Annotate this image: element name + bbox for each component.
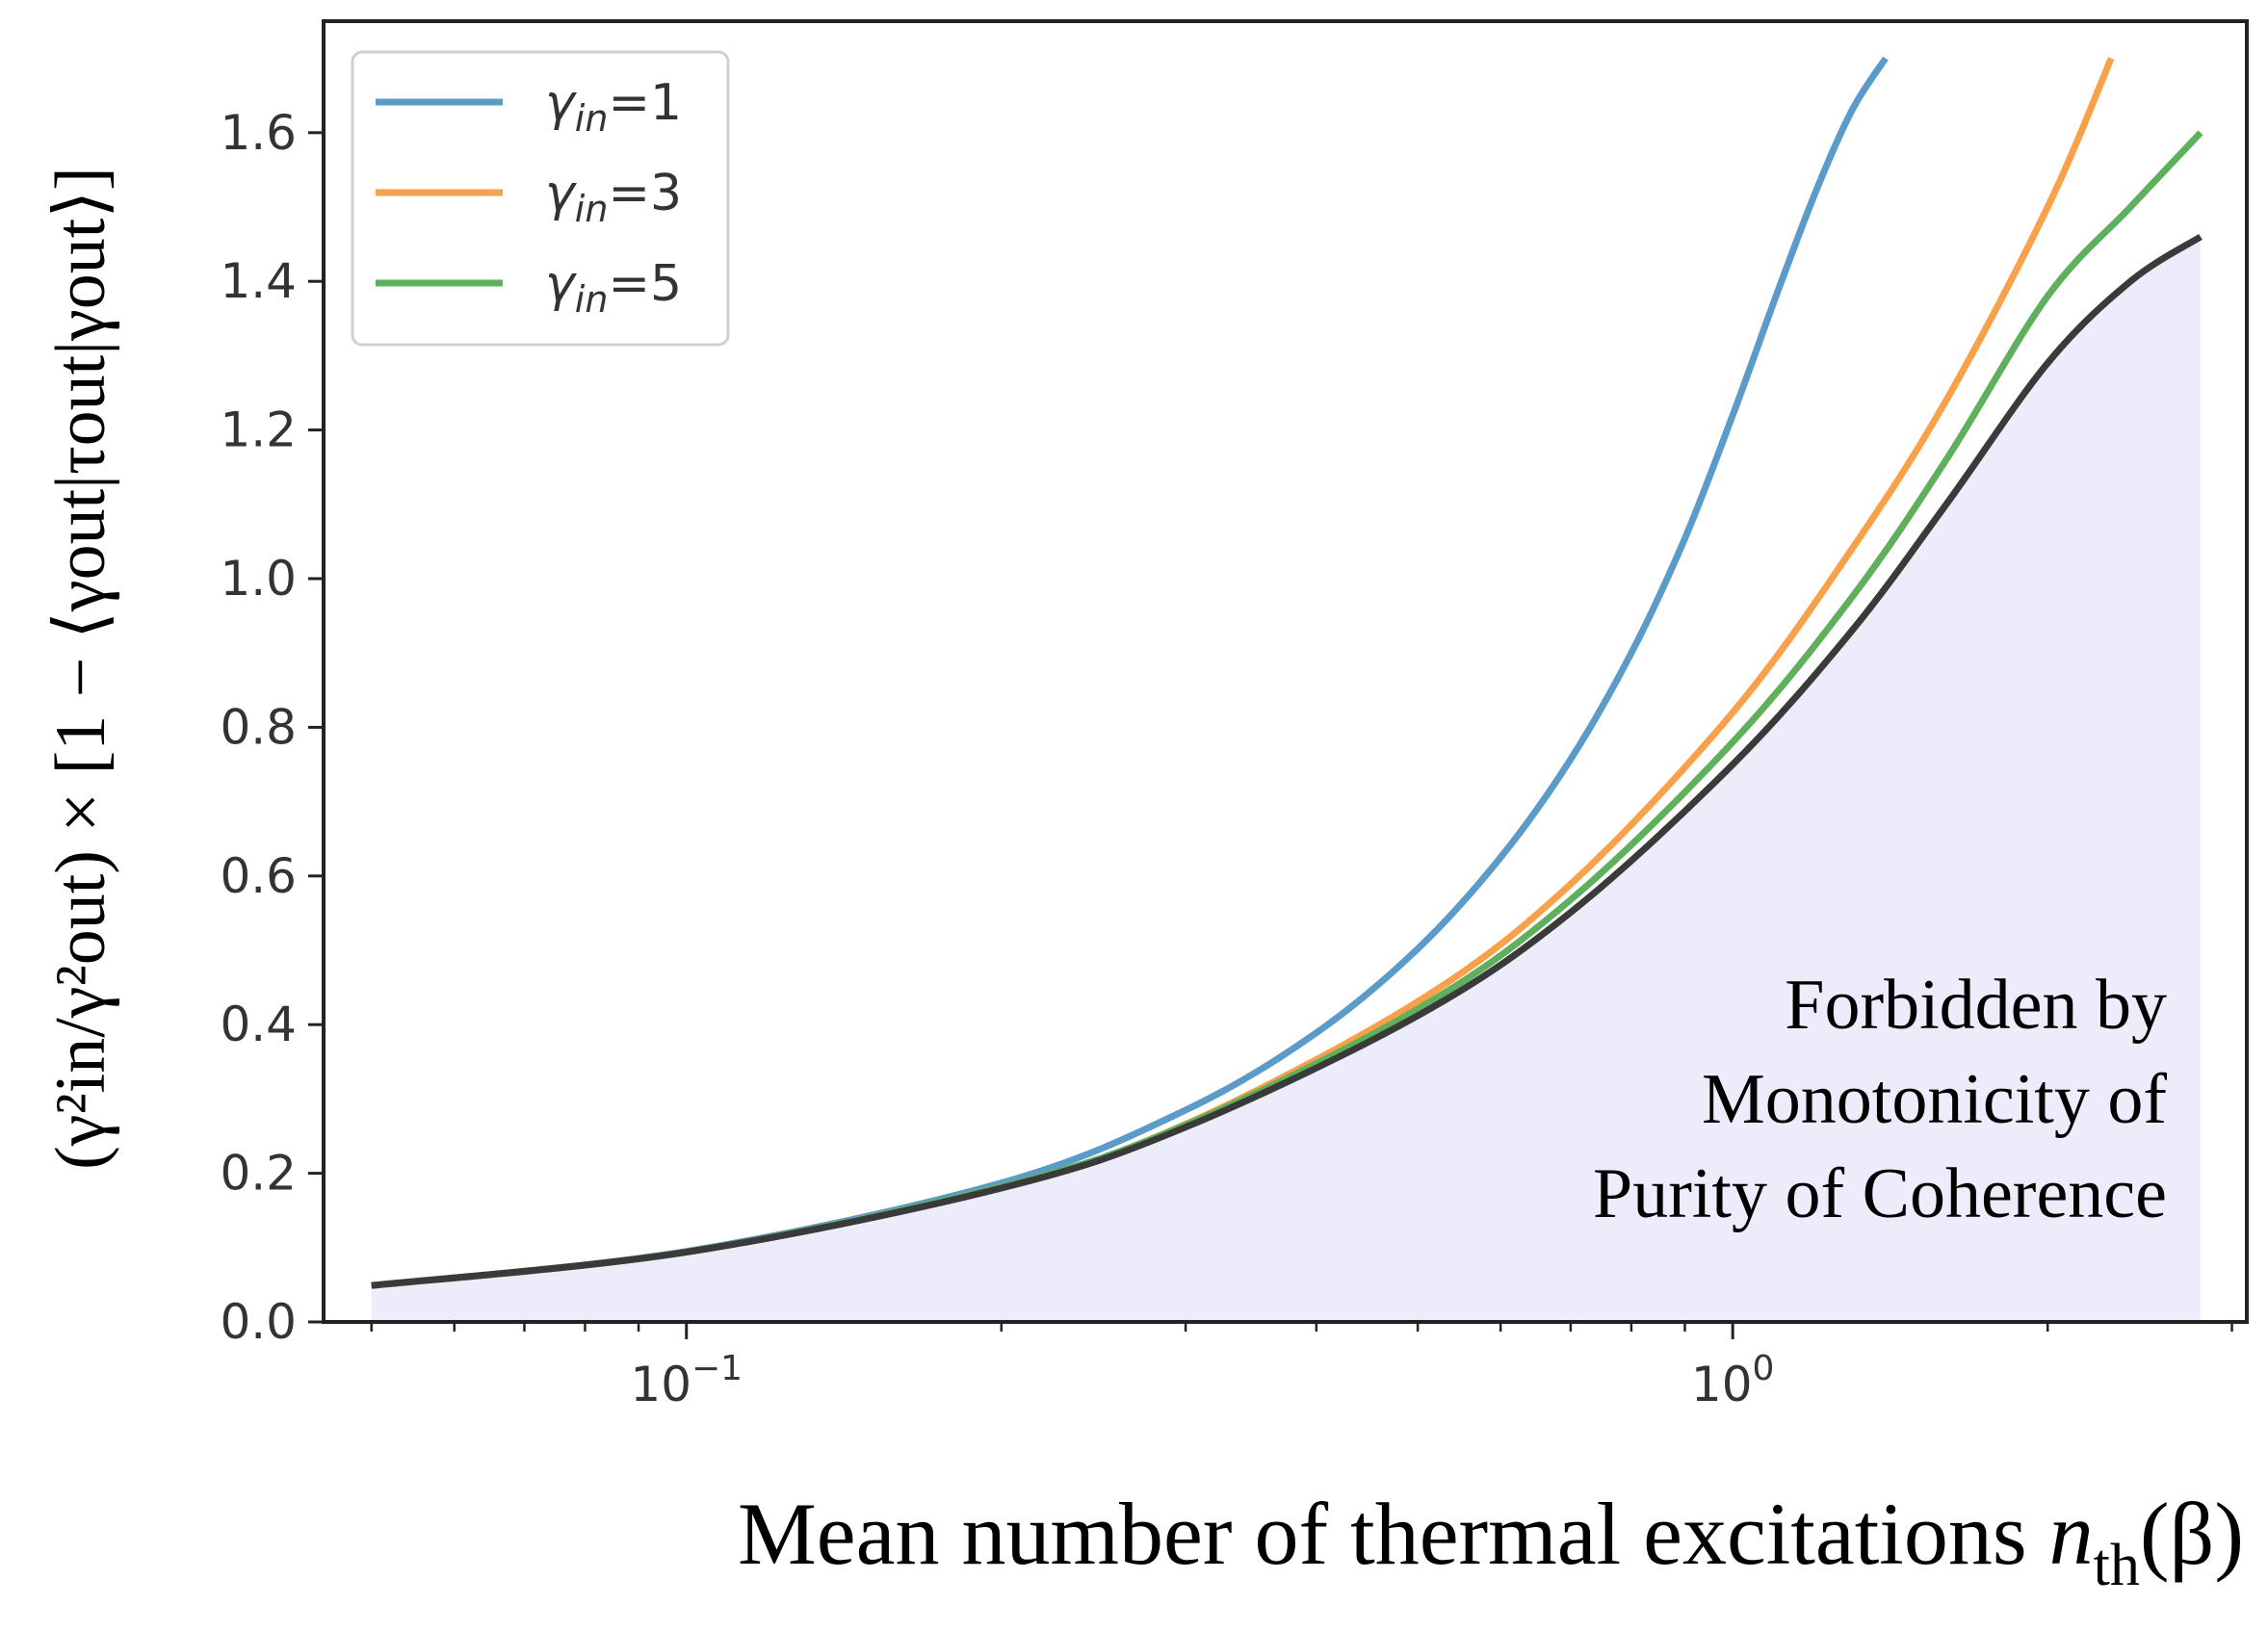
annotation-line-1: Forbidden by — [1785, 966, 2167, 1045]
plot-frame — [322, 19, 2249, 1324]
y-tick-label: 0.8 — [220, 699, 297, 755]
legend-label: γin=5 — [545, 255, 682, 321]
series-line-bound — [371, 233, 2203, 1289]
y-tick-label: 0.6 — [220, 848, 297, 904]
y-axis-ticks: 0.0 0.2 0.4 0.6 0.8 1.0 1.2 1.4 1.6 — [220, 105, 324, 1350]
y-axis-label: (γ²in/γ²out) × [1 − ⟨γout|τout|γout⟩] — [41, 167, 120, 1170]
annotation-line-2: Monotonicity of — [1702, 1060, 2167, 1139]
y-tick-label: 1.2 — [220, 402, 297, 458]
legend-label: γin=3 — [545, 165, 682, 230]
y-tick-label: 0.0 — [220, 1294, 297, 1350]
x-axis-label: Mean number of thermal excitations nth(β… — [738, 1485, 2244, 1598]
y-tick-label: 1.0 — [220, 551, 297, 607]
annotation-line-3: Purity of Coherence — [1593, 1154, 2167, 1233]
forbidden-region — [371, 236, 2202, 1322]
y-tick-label: 0.2 — [220, 1146, 297, 1202]
legend-box — [351, 50, 730, 347]
x-tick-label: 10−1 — [630, 1349, 743, 1412]
legend: γin=1 γin=3 γin=5 — [351, 50, 730, 347]
x-axis-ticks: 10−1 100 — [370, 1322, 2233, 1412]
plot-lines — [371, 56, 2203, 1289]
forbidden-annotation: Forbidden by Monotonicity of Purity of C… — [1593, 966, 2167, 1233]
y-tick-label: 1.6 — [220, 105, 297, 161]
x-tick-label: 100 — [1691, 1349, 1775, 1412]
y-tick-label: 0.4 — [220, 997, 297, 1052]
y-tick-label: 1.4 — [220, 253, 297, 309]
legend-label: γin=1 — [545, 74, 682, 140]
